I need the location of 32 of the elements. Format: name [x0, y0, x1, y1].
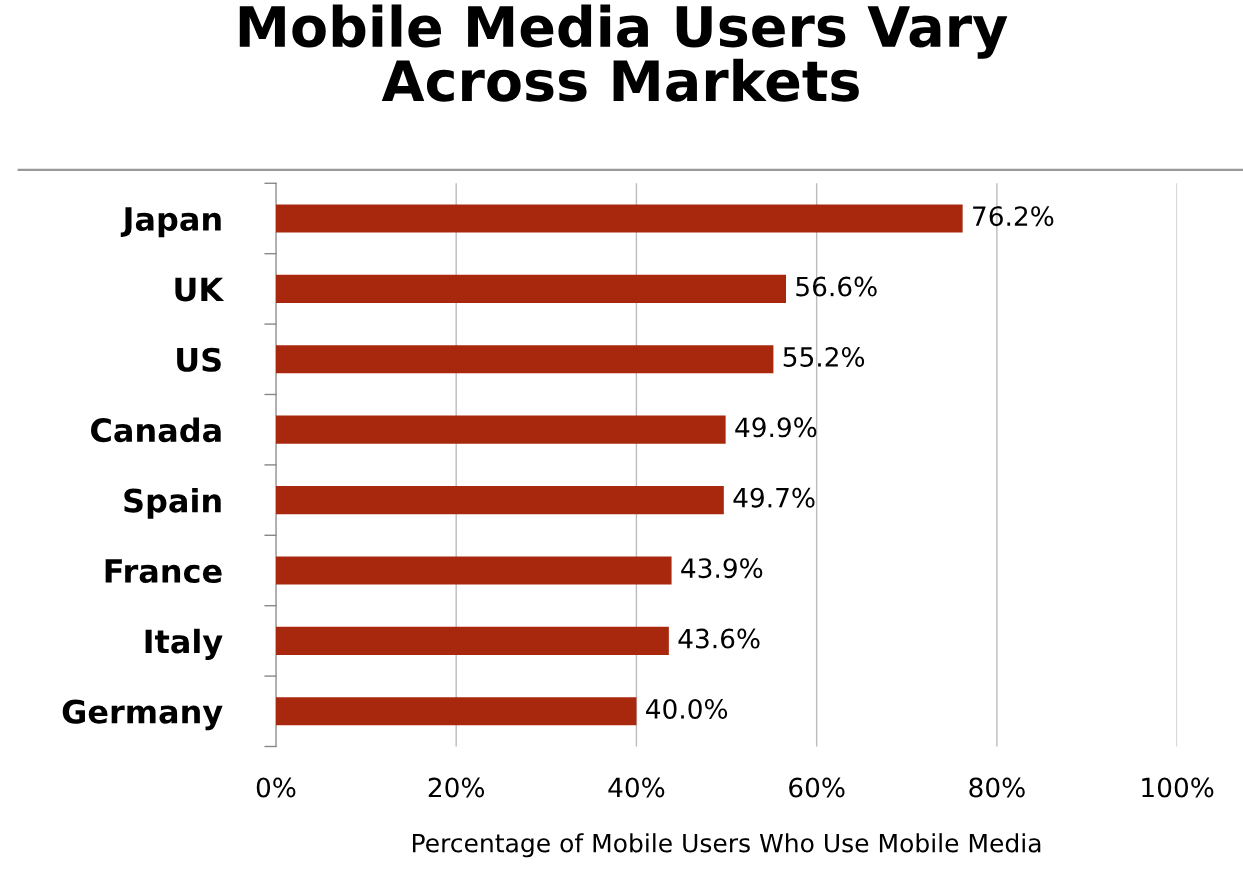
data-label: 49.7%: [733, 487, 815, 508]
data-label: 43.6%: [678, 628, 760, 649]
data-label: 55.2%: [783, 346, 865, 367]
y-tick-label: Germany: [62, 699, 223, 731]
x-tick-label: 60%: [789, 777, 845, 798]
y-tick-label: Italy: [145, 628, 223, 660]
x-axis-title: Percentage of Mobile Users Who Use Mobile Media: [412, 833, 1041, 858]
bar: [275, 415, 726, 444]
y-tick-label: Canada: [91, 417, 221, 443]
data-label: 76.2%: [973, 206, 1054, 227]
data-label: 49.9%: [735, 417, 817, 438]
y-tick-label: US: [177, 347, 221, 372]
y-tick-label: UK: [175, 277, 225, 302]
y-tick-label: Japan: [120, 207, 221, 238]
bar: [275, 626, 669, 655]
bar: [275, 345, 774, 374]
x-tick-label: 0%: [256, 777, 296, 798]
chart-title: Mobile Media Users Vary Across Markets: [239, 4, 1008, 102]
bar: [275, 556, 672, 585]
bar: [275, 274, 787, 303]
y-tick-label: Spain: [124, 487, 221, 519]
x-tick-label: 80%: [969, 777, 1025, 798]
data-label: 43.9%: [681, 558, 763, 579]
x-tick-label: 40%: [608, 777, 665, 798]
y-tick-label: France: [105, 559, 222, 584]
data-label: 40.0%: [646, 698, 728, 719]
bar: [275, 697, 637, 726]
x-tick-label: 20%: [428, 777, 485, 798]
bar: [275, 486, 724, 515]
data-label: 56.6%: [796, 276, 877, 297]
x-tick-label: 100%: [1142, 777, 1214, 798]
bar: [275, 204, 963, 233]
